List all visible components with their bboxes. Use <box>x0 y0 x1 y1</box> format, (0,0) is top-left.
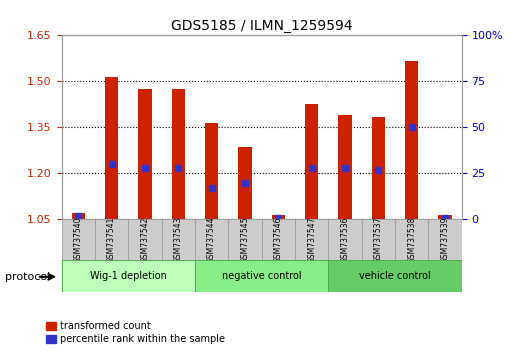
Text: GSM737546: GSM737546 <box>274 217 283 263</box>
Title: GDS5185 / ILMN_1259594: GDS5185 / ILMN_1259594 <box>171 19 352 33</box>
Text: GSM737536: GSM737536 <box>341 217 349 263</box>
Text: GSM737545: GSM737545 <box>241 217 249 263</box>
Bar <box>195 260 328 292</box>
Bar <box>228 219 262 260</box>
Bar <box>405 62 418 219</box>
Bar <box>105 77 118 219</box>
Text: GSM737544: GSM737544 <box>207 217 216 263</box>
Legend: transformed count, percentile rank within the sample: transformed count, percentile rank withi… <box>46 321 226 344</box>
Text: vehicle control: vehicle control <box>359 271 431 281</box>
Bar <box>438 215 451 219</box>
Bar <box>371 117 385 219</box>
Bar <box>328 260 462 292</box>
Text: negative control: negative control <box>222 271 302 281</box>
Text: GSM737537: GSM737537 <box>374 217 383 263</box>
Bar <box>195 219 228 260</box>
Bar <box>62 260 195 292</box>
Bar <box>162 219 195 260</box>
Bar <box>328 219 362 260</box>
Text: protocol: protocol <box>5 272 50 282</box>
Bar <box>95 219 128 260</box>
Bar <box>305 104 318 219</box>
Text: Wig-1 depletion: Wig-1 depletion <box>90 271 167 281</box>
Bar <box>338 115 351 219</box>
Text: GSM737539: GSM737539 <box>441 217 449 263</box>
Bar <box>395 219 428 260</box>
Text: GSM737541: GSM737541 <box>107 217 116 263</box>
Text: GSM737538: GSM737538 <box>407 217 416 263</box>
Bar <box>71 213 85 219</box>
Text: GSM737540: GSM737540 <box>74 217 83 263</box>
Bar <box>205 123 218 219</box>
Bar <box>295 219 328 260</box>
Bar <box>362 219 395 260</box>
Bar <box>138 89 151 219</box>
Bar <box>262 219 295 260</box>
Bar <box>62 219 95 260</box>
Bar <box>238 147 251 219</box>
Text: GSM737543: GSM737543 <box>174 217 183 263</box>
Bar <box>271 215 285 219</box>
Bar <box>171 89 185 219</box>
Text: GSM737547: GSM737547 <box>307 217 316 263</box>
Text: GSM737542: GSM737542 <box>141 217 149 263</box>
Bar <box>428 219 462 260</box>
Bar <box>128 219 162 260</box>
